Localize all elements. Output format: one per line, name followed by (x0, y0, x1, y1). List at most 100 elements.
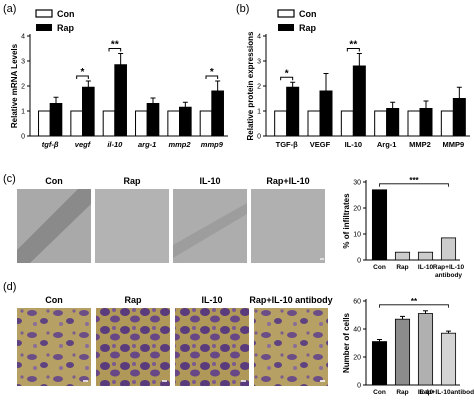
bar-rap (386, 108, 400, 137)
image-title-il10: IL-10 (201, 295, 222, 305)
y-tick-label: 0 (357, 383, 361, 390)
y-tick-label: 10 (353, 232, 361, 239)
x-tick-label: vegf (75, 140, 92, 149)
bar-rap (211, 90, 224, 137)
y-tick-label: 0 (257, 134, 261, 141)
bar-rap (452, 98, 466, 137)
bar-rap (352, 65, 366, 137)
x-tick-label: IL-10 (418, 264, 434, 271)
image-title-con: Con (45, 295, 63, 305)
bar-rap (419, 108, 433, 137)
y-tick-label: 40 (353, 327, 361, 334)
image-title-combo: Rap+IL-10 (266, 176, 309, 186)
significance-mark: ** (411, 297, 418, 306)
x-tick-label: Rap (396, 389, 408, 396)
x-tick-label: mmp9 (201, 140, 224, 149)
legend-b: Con Rap (277, 9, 317, 33)
bar-con (340, 110, 354, 137)
x-tick-label: Rap+IL-10antibody (419, 389, 474, 396)
bar-rap (49, 103, 63, 137)
chart-c: 0 10 20 30% of infiltrates Con Rap IL-10 Rap+IL… (342, 176, 465, 279)
image-title-rap: Rap (123, 176, 141, 186)
y-axis-label: Relative protein expressions (246, 31, 255, 140)
y-tick-label: 60 (353, 299, 361, 306)
legend-rap-swatch (278, 24, 294, 31)
significance-mark: * (210, 67, 214, 78)
bar-con (374, 110, 388, 137)
y-tick-label: 30 (353, 180, 361, 187)
bar (394, 251, 411, 261)
image-title-il10: IL-10 (199, 176, 220, 186)
legend-rap-label: Rap (57, 23, 75, 33)
significance-bracket (346, 48, 360, 52)
bar (417, 313, 434, 386)
legend-a: Con Rap (35, 9, 75, 33)
y-tick-label: 1 (21, 109, 25, 116)
bar-con (38, 110, 51, 137)
x-tick-caption: antibody (435, 272, 462, 279)
legend-con-swatch (277, 9, 295, 18)
x-tick-label: IL-10 (418, 389, 434, 396)
significance-bracket (205, 75, 219, 79)
bar (440, 332, 457, 386)
bar-con (167, 110, 181, 137)
bar-rap (82, 86, 95, 137)
y-tick-label: 2 (21, 84, 25, 91)
x-tick-label: VEGF (310, 140, 331, 149)
transwell-image-il10 (175, 308, 249, 386)
bar-rap (319, 90, 333, 137)
panel-c-label: (c) (3, 173, 16, 185)
bar-con (407, 110, 421, 137)
panel-d-images (17, 308, 328, 386)
transwell-image-combo (254, 308, 328, 386)
image-title-rap: Rap (124, 295, 142, 305)
y-tick-label: 4 (257, 34, 261, 41)
significance-mark: * (285, 68, 289, 79)
bar (371, 189, 388, 261)
scratch-gap-il10 (173, 203, 247, 258)
x-tick-label: Rap+IL-10 (433, 264, 465, 271)
significance-bracket (379, 183, 449, 187)
x-tick-label: Con (373, 389, 386, 396)
significance-bracket (76, 75, 89, 79)
bar-rap (114, 64, 127, 137)
bar-con (70, 110, 84, 137)
bar-con (135, 110, 148, 137)
image-title-con: Con (45, 176, 63, 186)
x-tick-label: Rap (396, 264, 408, 271)
bar (417, 251, 434, 261)
scratch-image-combo (251, 189, 325, 263)
y-tick-label: 20 (353, 355, 361, 362)
significance-mark: * (81, 67, 85, 78)
bar-rap (286, 86, 300, 137)
panel-c-images (17, 189, 325, 263)
y-axis-label: Relative mRNA Levels (10, 43, 19, 128)
panel-d-label: (d) (3, 281, 16, 293)
legend-rap-swatch (36, 24, 52, 31)
x-tick-label: Con (373, 264, 386, 271)
significance-mark: ** (349, 40, 357, 51)
significance-bracket (379, 304, 449, 308)
transwell-image-con (17, 308, 91, 386)
x-tick-label: il-10 (107, 140, 123, 149)
y-tick-label: 3 (21, 59, 25, 66)
scratch-image-rap (95, 189, 169, 263)
bar-con (307, 110, 321, 137)
bar-con (199, 110, 213, 137)
bar (371, 341, 388, 386)
x-tick-label: TGF-β (276, 140, 298, 149)
bar-rap (146, 103, 160, 137)
image-title-combo: Rap+IL-10 antibody (249, 295, 332, 305)
x-tick-label: arg-1 (138, 140, 156, 149)
legend-con-label: Con (57, 9, 75, 19)
y-tick-label: 20 (353, 206, 361, 213)
bar-con (274, 110, 288, 137)
significance-bracket (280, 76, 294, 81)
x-tick-label: MMP9 (442, 140, 464, 149)
bar-rap (179, 106, 192, 137)
legend-con-swatch (35, 9, 53, 18)
panel-a-label: (a) (3, 3, 16, 15)
bar (440, 237, 457, 261)
